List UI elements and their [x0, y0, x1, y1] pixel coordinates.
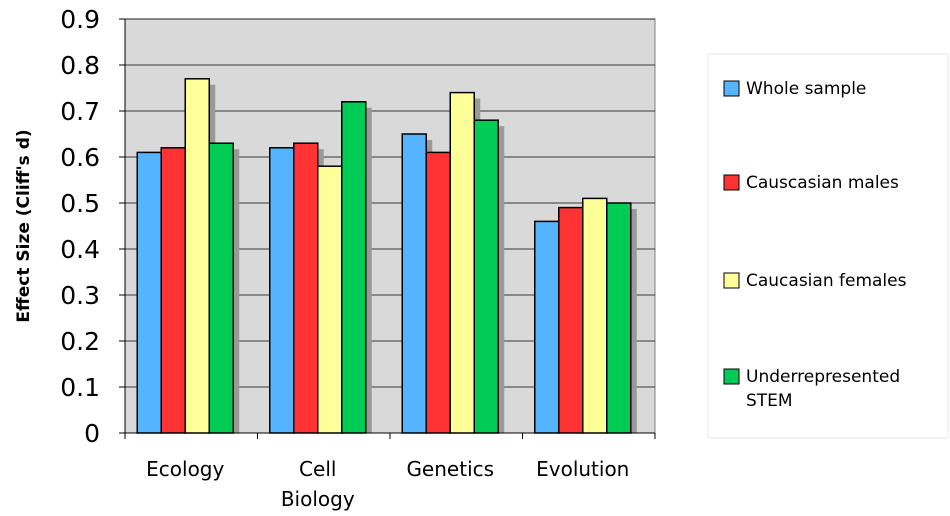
bar — [534, 220, 560, 434]
y-tick-label: 0.9 — [60, 5, 100, 34]
bar — [136, 151, 162, 434]
legend-swatch — [723, 368, 740, 385]
bar — [449, 91, 475, 434]
legend-swatch — [723, 272, 740, 289]
y-tick-label: 0.8 — [60, 51, 100, 80]
bar — [425, 151, 451, 434]
bar — [293, 142, 319, 434]
bar — [317, 165, 343, 434]
legend-label: Underrepresented — [746, 367, 900, 387]
bar — [401, 133, 427, 434]
bar — [473, 119, 499, 434]
y-tick-label: 0 — [84, 419, 100, 448]
y-tick-label: 0.1 — [60, 373, 100, 402]
legend-swatch — [723, 174, 740, 191]
x-category-labels: Ecology Cell Biology Genetics Evolution — [146, 457, 629, 511]
legend-swatch — [723, 80, 740, 97]
bar — [160, 147, 186, 434]
legend-label: Caucasian females — [746, 271, 907, 291]
bar — [582, 197, 608, 434]
x-category-label: Cell — [299, 457, 336, 481]
y-tick-label: 0.3 — [60, 281, 100, 310]
bar — [269, 147, 295, 434]
legend: Whole sample Causcasian males Caucasian fe… — [707, 53, 949, 439]
legend-label: Causcasian males — [746, 173, 899, 193]
bar — [184, 78, 210, 434]
y-tick-label: 0.2 — [60, 327, 100, 356]
y-tick-label: 0.4 — [60, 235, 100, 264]
legend-label: STEM — [746, 391, 793, 411]
bar — [558, 206, 584, 434]
y-tick-label: 0.6 — [60, 143, 100, 172]
bars — [136, 78, 637, 434]
bar — [606, 202, 632, 434]
x-category-label: Evolution — [536, 457, 629, 481]
axes — [119, 18, 656, 439]
x-category-label: Biology — [281, 487, 355, 511]
x-category-label: Genetics — [406, 457, 494, 481]
legend-label: Whole sample — [746, 79, 866, 99]
y-tick-label: 0.5 — [60, 189, 100, 218]
bar — [341, 101, 367, 434]
y-tick-labels: 0 0.1 0.2 0.3 0.4 0.5 0.6 0.7 0.8 0.9 — [60, 5, 100, 448]
legend-box — [707, 53, 949, 439]
y-axis-label: Effect Size (Cliff's d) — [14, 129, 34, 322]
bar — [208, 142, 234, 434]
y-tick-label: 0.7 — [60, 97, 100, 126]
x-category-label: Ecology — [146, 457, 224, 481]
